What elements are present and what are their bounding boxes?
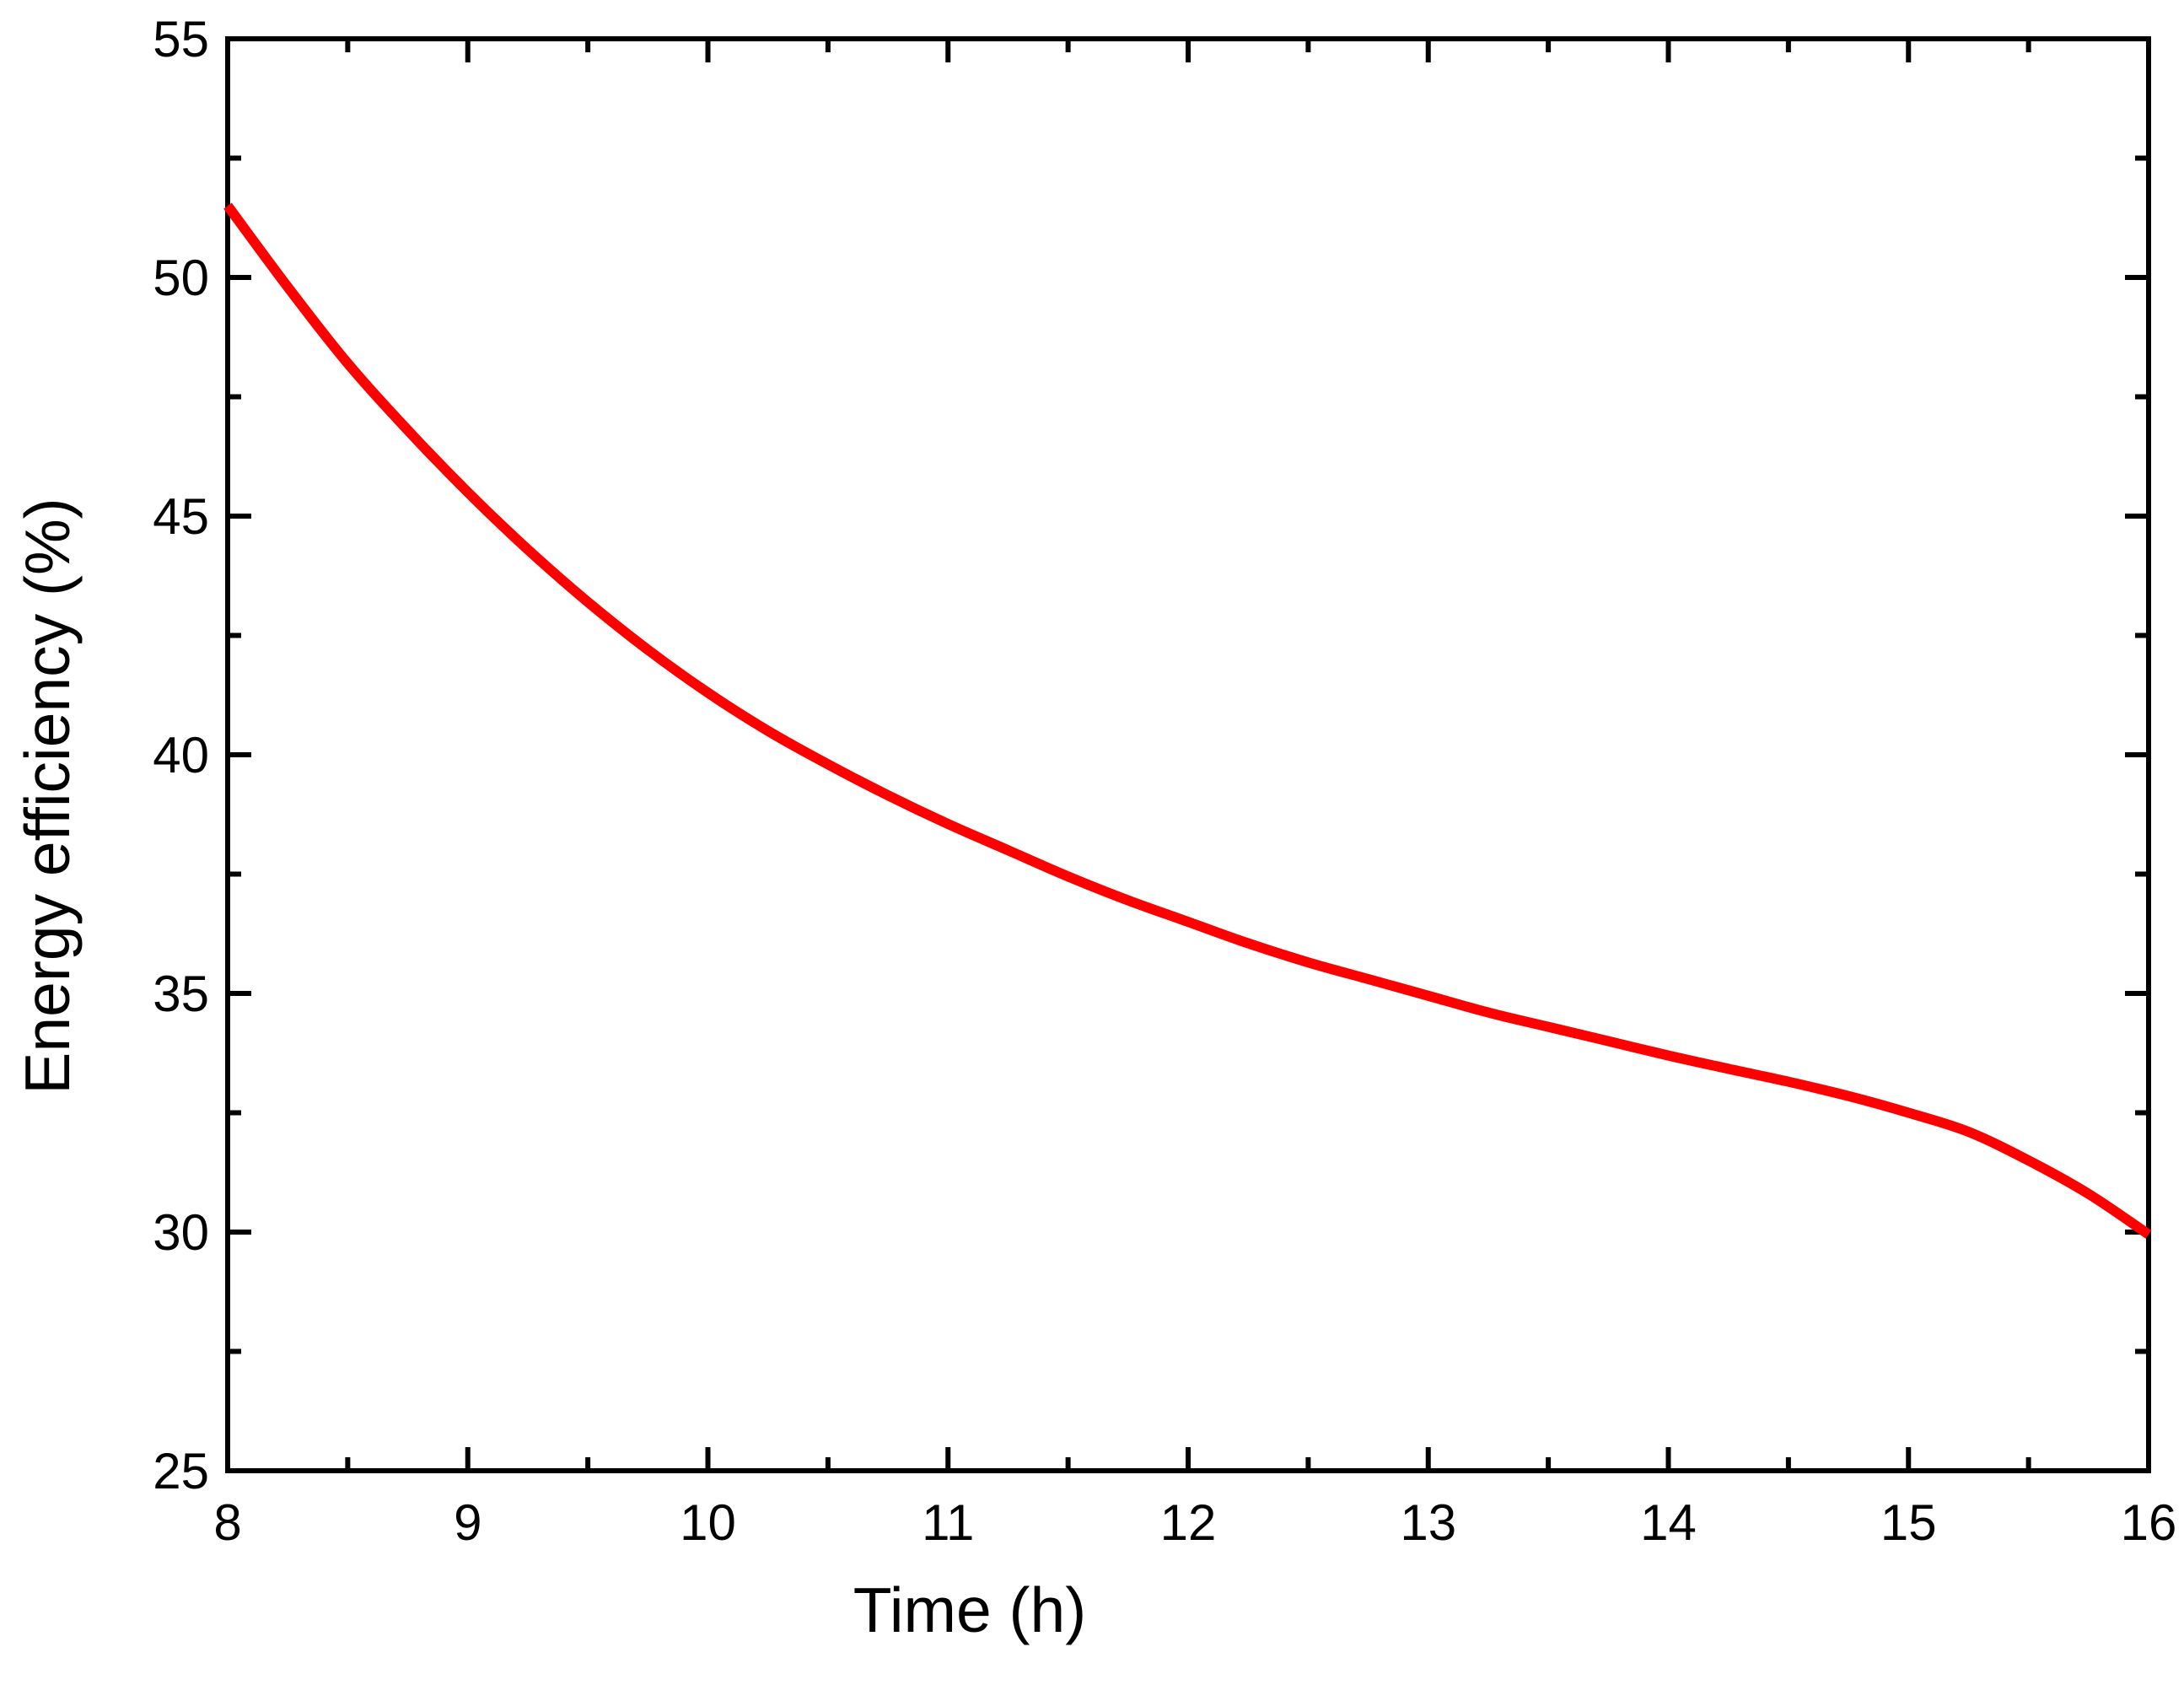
y-tick-label: 30 <box>153 1204 209 1261</box>
x-tick-label: 15 <box>1880 1494 1937 1551</box>
y-tick-label: 40 <box>153 727 209 783</box>
major-ticks <box>225 36 2151 1473</box>
plot-frame-border <box>225 36 2151 1473</box>
x-tick-label: 8 <box>213 1494 241 1551</box>
x-tick-label: 16 <box>2121 1494 2177 1551</box>
x-tick-label: 10 <box>680 1494 736 1551</box>
y-tick-label: 25 <box>153 1443 209 1499</box>
y-tick-label: 45 <box>153 488 209 545</box>
y-axis-title: Energy efficiency (%) <box>12 498 83 1094</box>
minor-ticks <box>228 39 2149 1471</box>
x-tick-label: 13 <box>1400 1494 1456 1551</box>
series-line <box>223 202 2152 1239</box>
y-tick-label: 55 <box>153 11 209 67</box>
x-tick-label: 12 <box>1160 1494 1217 1551</box>
x-tick-labels: 8 9 10 11 12 13 14 15 16 <box>213 1494 2176 1551</box>
x-axis-title: Time (h) <box>853 1574 1086 1645</box>
x-tick-label: 14 <box>1640 1494 1697 1551</box>
x-tick-label: 9 <box>454 1494 481 1551</box>
x-tick-label: 11 <box>922 1494 974 1551</box>
y-tick-label: 50 <box>153 250 209 306</box>
plot-frame <box>225 36 2151 1473</box>
y-tick-label: 35 <box>153 966 209 1022</box>
series-group <box>223 202 2152 1239</box>
y-tick-labels: 25 30 35 40 45 50 55 <box>153 11 209 1499</box>
